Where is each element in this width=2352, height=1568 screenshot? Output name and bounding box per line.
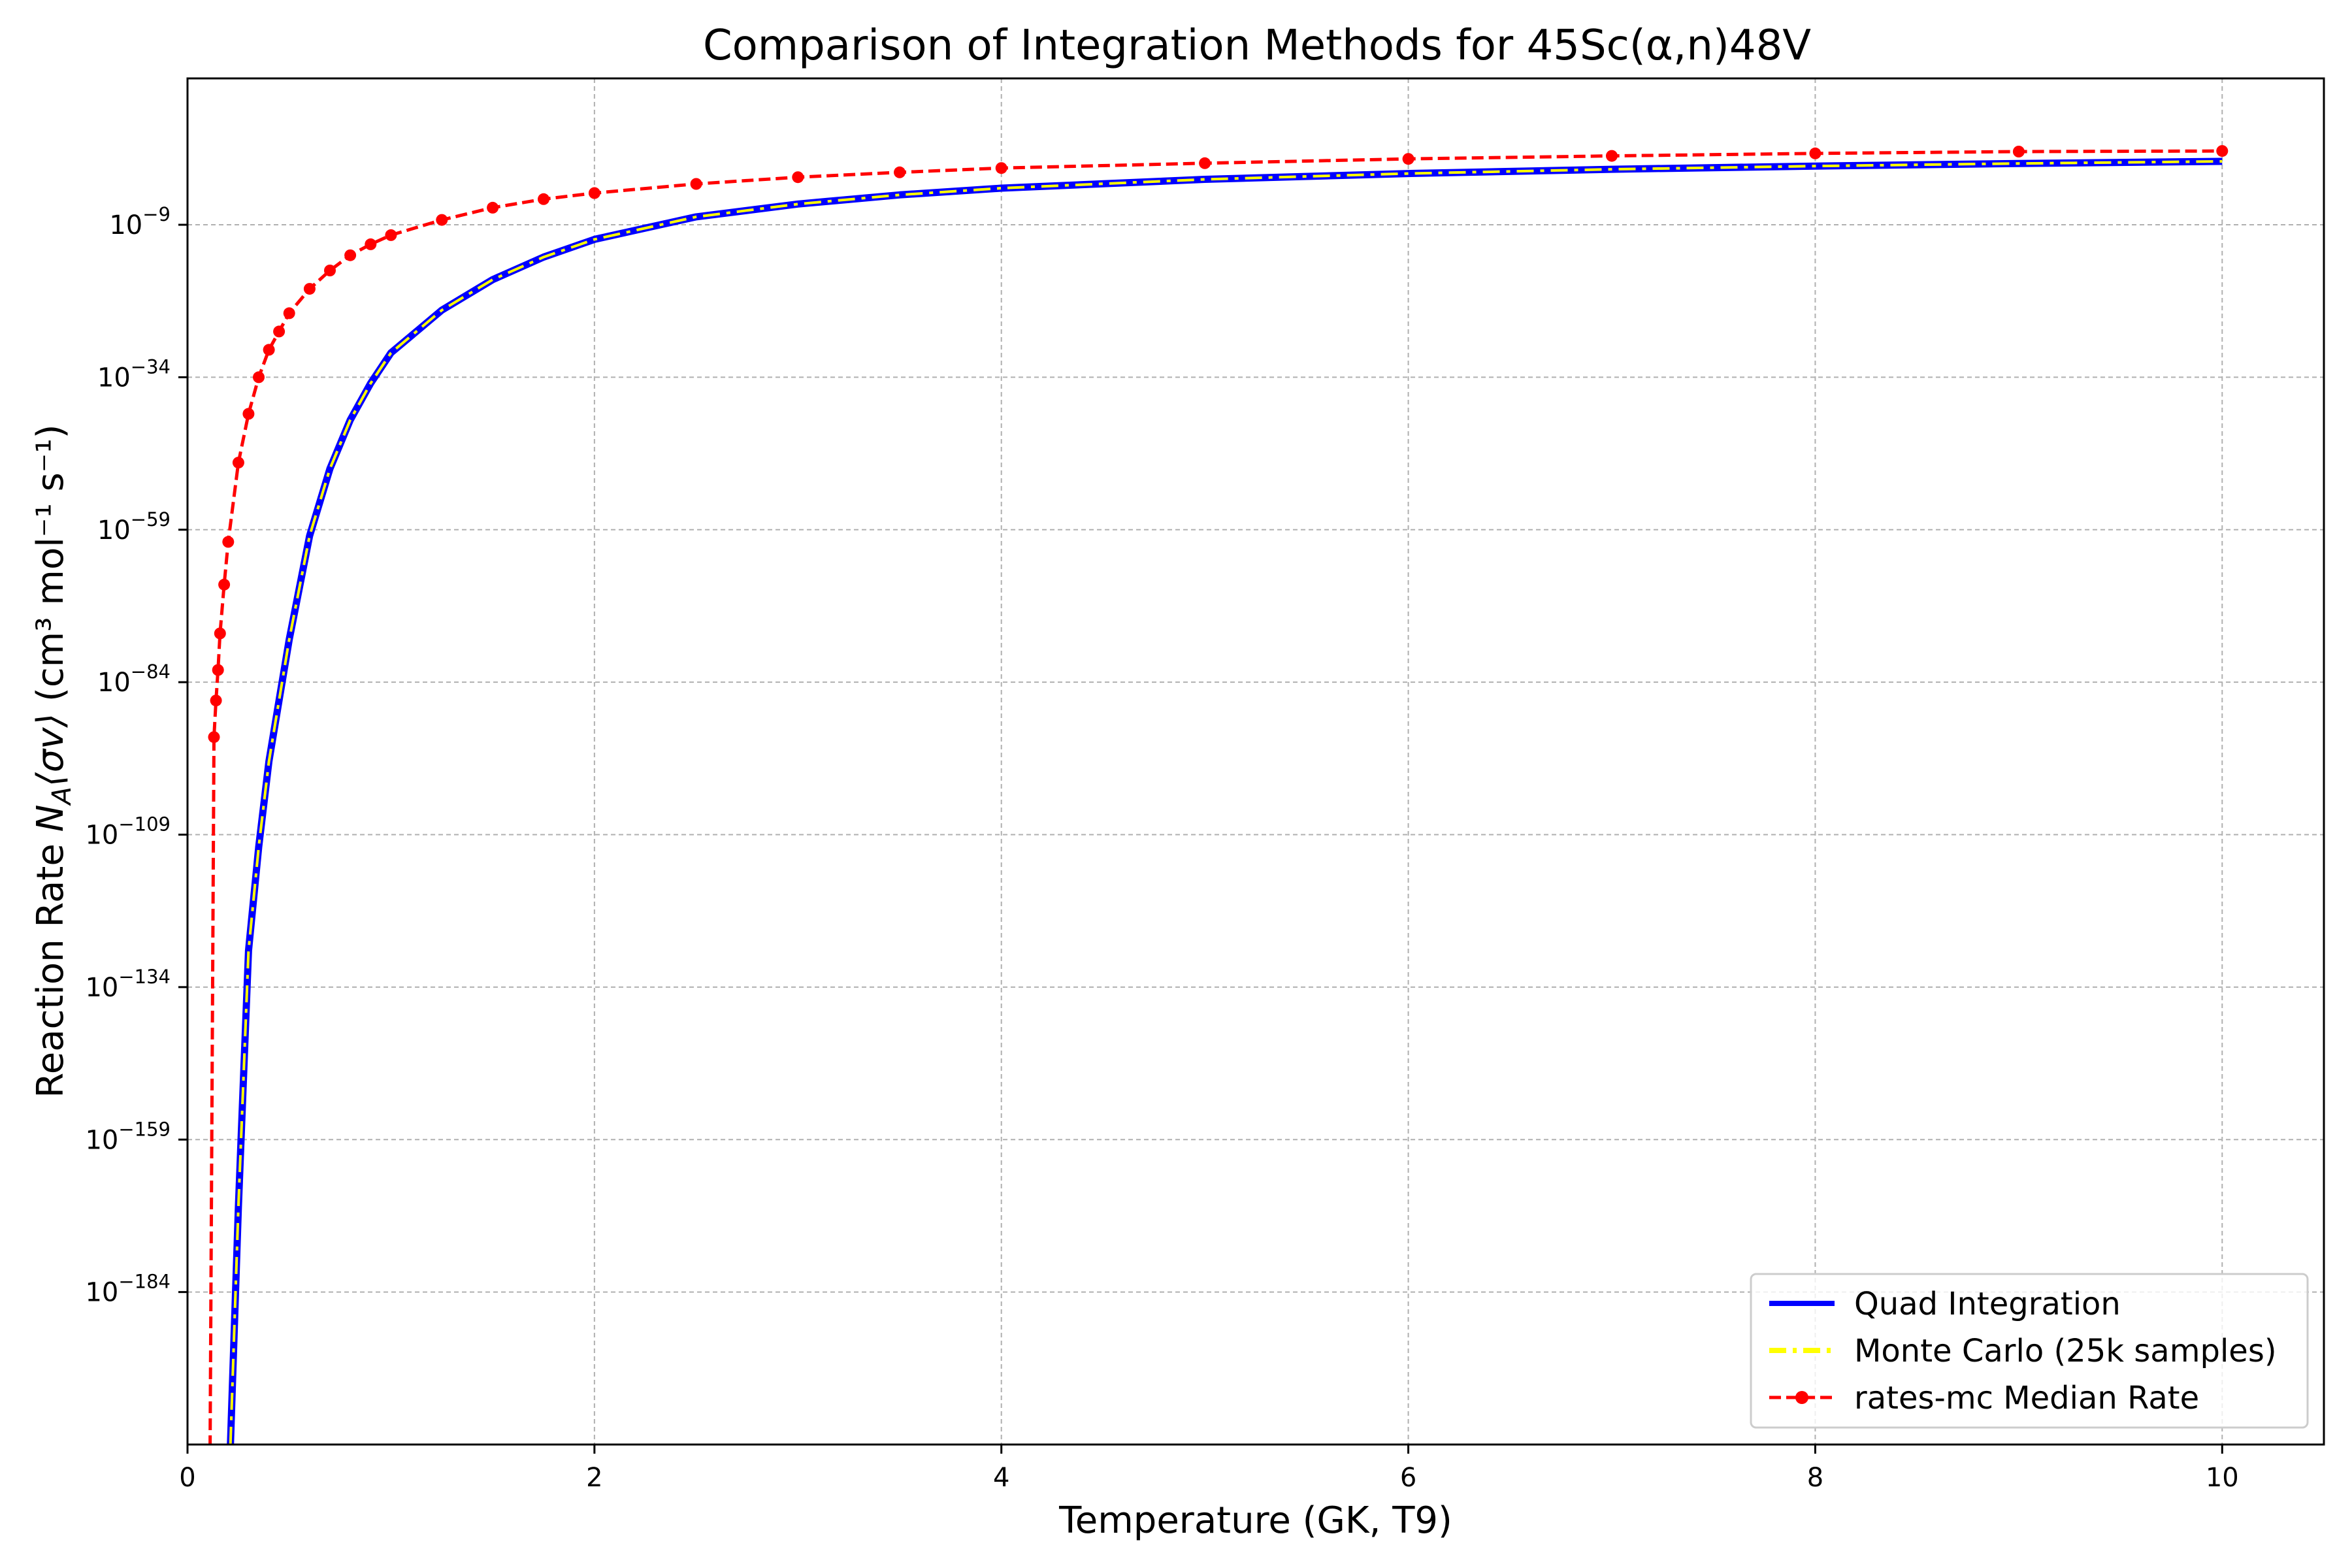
y-tick-label: 10−109 [85, 813, 171, 851]
rates-mc-point [303, 283, 316, 295]
legend-ratesmc-label: rates-mc Median Rate [1854, 1380, 2199, 1416]
rates-mc-point [588, 187, 600, 199]
grid [188, 78, 2324, 1445]
rates-mc-point [792, 171, 804, 184]
rates-mc-point [222, 536, 235, 548]
x-axis-label: Temperature (GK, T9) [1058, 1499, 1452, 1542]
rates-mc-point [538, 193, 549, 205]
rates-mc-point [690, 178, 702, 190]
plot-frame [186, 77, 2325, 1446]
rates-mc-point [1402, 153, 1414, 165]
y-axis: 10−184 10−159 10−134 10−109 10−84 10−59 10−34 1… [85, 203, 188, 1308]
y-tick-label: 10−9 [109, 203, 171, 240]
rates-mc-point [1199, 157, 1211, 169]
rates-mc-point [995, 162, 1007, 174]
rates-mc-point [263, 344, 275, 356]
rates-mc-point [273, 325, 286, 338]
x-axis: 0 2 4 6 8 10 [179, 1445, 2239, 1493]
rates-mc-point [218, 578, 231, 591]
rates-mc-point [212, 664, 224, 676]
rates-mc-point [242, 408, 255, 420]
rates-mc-point [324, 265, 336, 276]
y-tick-label: 10−184 [85, 1271, 171, 1308]
y-tick-label: 10−34 [97, 355, 171, 393]
legend: Quad Integration Monte Carlo (25k sample… [1750, 1273, 2309, 1429]
rates-mc-point [436, 214, 448, 226]
rates-mc-point [1606, 150, 1618, 162]
rates-mc-point [385, 229, 397, 241]
rates-mc-point [344, 249, 357, 261]
rates-mc-point [487, 201, 499, 214]
x-tick-label: 0 [179, 1463, 195, 1493]
legend-box [1750, 1273, 2309, 1429]
monte-carlo-line [229, 160, 2223, 1445]
x-tick-label: 10 [2206, 1463, 2239, 1493]
rates-mc-point [1809, 147, 1821, 159]
legend-ratesmc-marker [1795, 1391, 1808, 1404]
series-group [208, 145, 2229, 1445]
rates-mc-point [210, 694, 222, 707]
rates-mc-point [208, 731, 220, 743]
rates-mc-point [2216, 145, 2229, 157]
rates-mc-point [283, 307, 295, 319]
legend-quad-label: Quad Integration [1854, 1286, 2121, 1322]
x-tick-label: 6 [1400, 1463, 1416, 1493]
rates-mc-point [894, 166, 906, 178]
x-tick-label: 4 [993, 1463, 1009, 1493]
y-tick-label: 10−159 [85, 1118, 171, 1155]
x-tick-label: 8 [1807, 1463, 1823, 1493]
y-tick-label: 10−134 [85, 966, 171, 1003]
y-tick-label: 10−84 [97, 661, 171, 698]
rates-mc-point [232, 457, 244, 469]
rates-mc-point [365, 238, 377, 250]
rates-mc-point [253, 371, 265, 384]
legend-mc-label: Monte Carlo (25k samples) [1854, 1333, 2277, 1369]
rates-mc-point [214, 627, 226, 640]
rates-mc-line [208, 149, 2223, 1445]
y-axis-label: Reaction Rate NA⟨σv⟩ (cm³ mol⁻¹ s⁻¹) [29, 424, 77, 1098]
plot-area [208, 145, 2229, 1445]
x-tick-label: 2 [586, 1463, 602, 1493]
y-tick-label: 10−59 [97, 508, 171, 546]
chart-title: Comparison of Integration Methods for 45… [703, 22, 1811, 70]
rates-mc-point [2012, 146, 2025, 157]
